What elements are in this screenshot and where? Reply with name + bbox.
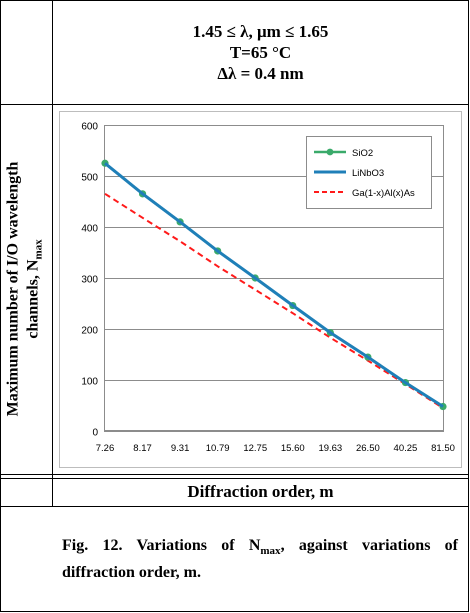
x-axis-title: Diffraction order, m	[187, 482, 334, 501]
legend-marker-0	[326, 148, 334, 156]
x-tick-label: 12.75	[243, 443, 267, 454]
conditions-temperature: T=65 °C	[229, 42, 292, 62]
series-line-2	[104, 192, 444, 409]
y-tick-label: 300	[81, 275, 98, 286]
y-tick-label: 500	[81, 173, 98, 184]
conditions-cell: 1.45 ≤ λ, μm ≤ 1.65 T=65 °C Δλ = 0.4 nm	[52, 0, 469, 104]
y-axis-title-sub: max	[32, 239, 45, 260]
y-tick-label: 200	[81, 326, 98, 337]
conditions-channel-spacing: Δλ = 0.4 nm	[217, 63, 304, 83]
y-axis-title-line2: channels, Nmax	[23, 109, 48, 469]
legend: SiO2 LiNbO3 Ga(1-x)Al(x)As	[306, 136, 432, 209]
x-tick-label: 10.79	[206, 443, 230, 454]
x-tick-label: 9.31	[171, 443, 190, 454]
y-tick-label: 400	[81, 224, 98, 235]
y-axis-title-cell: Maximum number of I/O wavelength channel…	[0, 104, 52, 474]
y-axis-title-line1: Maximum number of I/O wavelength	[4, 161, 22, 417]
x-tick-label: 7.26	[96, 443, 115, 454]
x-tick-label: 40.25	[394, 443, 418, 454]
legend-label-2: Ga(1-x)Al(x)As	[352, 188, 415, 199]
x-tick-label: 15.60	[281, 443, 305, 454]
caption-suffix: , against variations of diffraction orde…	[62, 537, 459, 582]
chart: 0 100 200 300 400 500 600 7.26 8.17 9.31 10.79 12.…	[59, 111, 462, 468]
x-tick-labels: 7.26 8.17 9.31 10.79 12.75 15.60 19.63 26.50 40.…	[96, 443, 455, 454]
y-axis-title: Maximum number of I/O wavelength channel…	[3, 109, 48, 469]
caption-prefix: Fig. 12. Variations of N	[62, 537, 261, 554]
y-tick-labels: 0 100 200 300 400 500 600	[81, 122, 98, 439]
x-tick-label: 26.50	[356, 443, 380, 454]
conditions-wavelength: 1.45 ≤ λ, μm ≤ 1.65	[192, 21, 329, 41]
caption-sub: max	[260, 545, 281, 558]
plot-area-border	[104, 125, 444, 431]
y-tick-label: 0	[92, 428, 98, 439]
x-tick-label: 8.17	[133, 443, 152, 454]
y-tick-label: 100	[81, 377, 98, 388]
legend-label-0: SiO2	[352, 148, 373, 159]
y-axis-title-main: channels, N	[24, 259, 42, 339]
x-tick-label: 19.63	[318, 443, 342, 454]
series-group	[101, 159, 447, 411]
x-tick-label: 81.50	[431, 443, 455, 454]
y-tick-label: 600	[81, 122, 98, 133]
series-line-1	[104, 162, 444, 408]
figure-caption: Fig. 12. Variations of Nmax, against var…	[62, 535, 458, 583]
legend-label-1: LiNbO3	[352, 168, 384, 179]
